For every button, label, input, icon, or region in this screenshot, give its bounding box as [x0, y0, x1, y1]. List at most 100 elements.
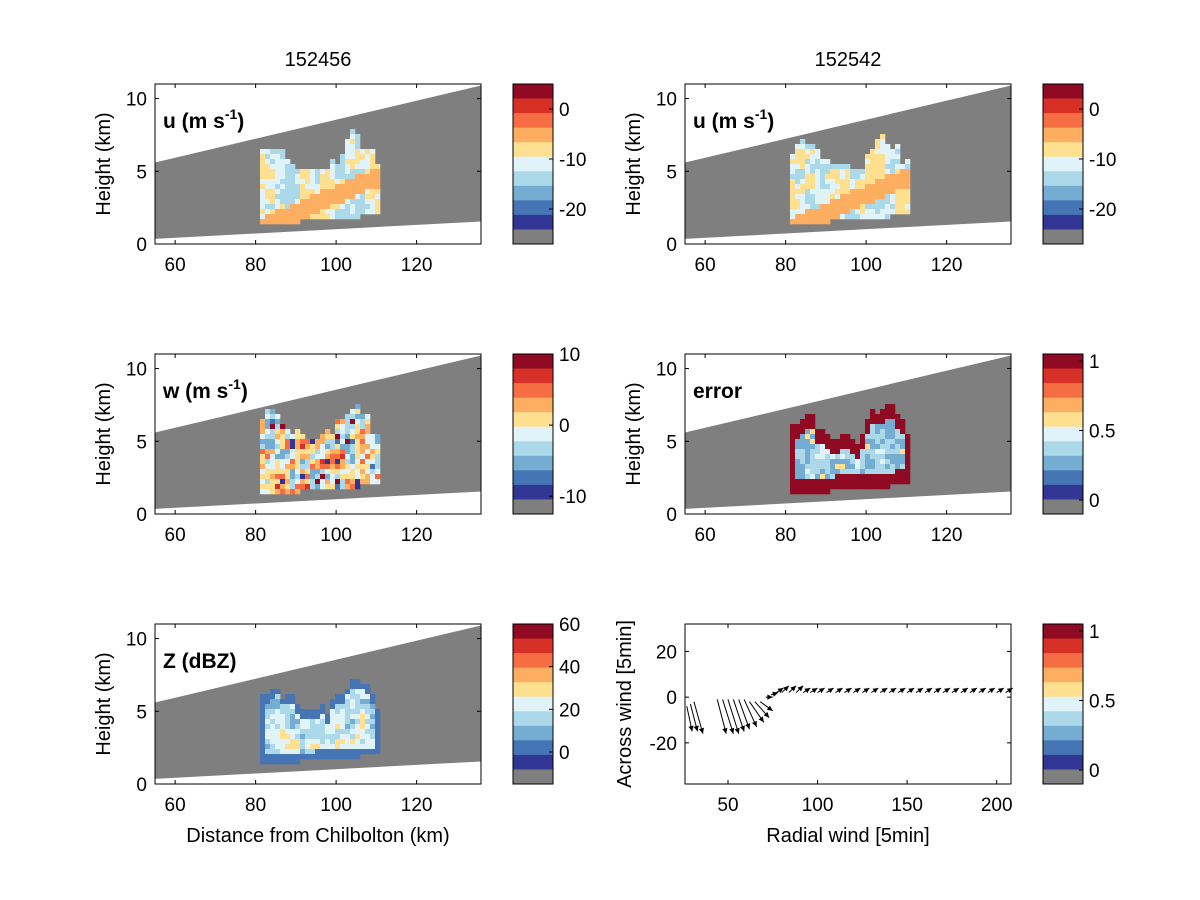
wind-vector-head — [845, 688, 852, 694]
y-tick-label: 0 — [136, 235, 147, 256]
x-tick-label: 100 — [850, 525, 882, 546]
colorbar-frame — [1042, 623, 1084, 785]
colorbar-frame — [512, 83, 554, 245]
y-tick-label: 0 — [136, 775, 147, 796]
y-tick-label: 5 — [136, 162, 147, 183]
colorbar-tick-label: -10 — [1089, 150, 1116, 171]
colorbar-swatch — [513, 412, 553, 428]
annotation-superscript: -1 — [228, 376, 241, 392]
annotation-superscript: -1 — [225, 106, 238, 122]
colorbar-swatch — [513, 638, 553, 654]
colorbar-swatch — [513, 426, 553, 442]
wind-vector-head — [745, 723, 751, 730]
wind-vector-head — [767, 694, 773, 700]
colorbar-swatch — [1043, 470, 1083, 486]
x-tick-label: 80 — [245, 795, 266, 816]
wind-vector-head — [971, 688, 977, 694]
colorbar-swatch — [1043, 682, 1083, 698]
colorbar: 60 40 20 0 — [512, 615, 580, 785]
wind-vector-head — [935, 688, 942, 694]
annotation-tail: ) — [237, 110, 244, 133]
x-tick-label: 60 — [695, 255, 716, 276]
colorbar-tick-label: 0 — [1089, 761, 1100, 782]
colorbar-tick-label: -20 — [1089, 200, 1116, 221]
colorbar-swatch — [1043, 441, 1083, 457]
colorbar-frame — [512, 353, 554, 515]
colorbar-tick-label: 0 — [559, 743, 570, 764]
wind-vectors — [686, 685, 1014, 734]
colorbar-swatch — [513, 214, 553, 230]
x-tick-label: 120 — [931, 525, 963, 546]
colorbar: 0 -10 -20 — [1042, 83, 1116, 245]
radar-scan-region — [155, 84, 481, 239]
wind-vector-head — [734, 727, 740, 734]
axes-frame — [684, 623, 1012, 785]
colorbar-tick-label: 60 — [559, 615, 580, 636]
wind-vector-head — [997, 688, 1004, 694]
column-title-left: 152456 — [285, 49, 352, 71]
wind-vector-head — [962, 688, 969, 694]
wind-vector — [716, 699, 727, 734]
colorbar-tick-label: 10 — [559, 345, 580, 366]
colorbar-swatch — [513, 368, 553, 384]
colorbar-swatch — [1043, 229, 1083, 245]
x-tick-label: 60 — [695, 525, 716, 546]
x-tick-label: 60 — [165, 795, 186, 816]
colorbar-tick-label: 0 — [1089, 491, 1100, 512]
colorbar-tick-label: 20 — [559, 700, 580, 721]
x-axis-label: Radial wind [5min] — [766, 825, 929, 847]
x-tick-label: 100 — [320, 525, 352, 546]
colorbar-swatch — [1043, 412, 1083, 428]
y-tick-label: 5 — [666, 162, 677, 183]
wind-vector — [722, 699, 734, 734]
colorbar-swatch — [513, 696, 553, 712]
colorbar-tick-label: 1 — [1089, 622, 1100, 643]
colorbar-swatch — [1043, 113, 1083, 129]
panel-Z-152456: 60 80 100 120 0 5 10 Z (dBZ) Height (km) Distance… — [93, 623, 482, 847]
colorbar-tick-label: 0.5 — [1089, 692, 1115, 713]
x-tick-label: 80 — [775, 525, 796, 546]
wind-vector-head — [944, 688, 951, 694]
y-tick-label: 10 — [656, 90, 677, 111]
wind-vector-head — [890, 688, 897, 694]
colorbar-swatch — [513, 229, 553, 245]
colorbar: 10.50 — [1042, 622, 1115, 785]
wind-vector-head — [763, 711, 770, 718]
colorbar-swatch — [1043, 725, 1083, 741]
colorbar-swatch — [513, 171, 553, 187]
colorbar-swatch — [513, 725, 553, 741]
wind-vector-head — [881, 688, 888, 694]
colorbar-swatch — [513, 624, 553, 640]
colorbar-swatch — [513, 200, 553, 216]
colorbar-swatch — [1043, 769, 1083, 785]
colorbar-frame — [1042, 353, 1084, 515]
colorbar-swatch — [1043, 368, 1083, 384]
colorbar-swatch — [1043, 624, 1083, 640]
colorbar-swatch — [1043, 171, 1083, 187]
wind-vector-head — [729, 727, 735, 734]
colorbar-tick-label: 1 — [1089, 352, 1100, 373]
y-tick-label: 5 — [666, 432, 677, 453]
radar-scan-region — [155, 624, 481, 779]
colorbar-swatch — [513, 499, 553, 515]
x-tick-label: 60 — [165, 255, 186, 276]
wind-vector-head — [777, 688, 784, 694]
field-cells — [790, 134, 911, 225]
annotation-tail: ) — [241, 380, 248, 403]
axes-frame — [684, 83, 1012, 245]
colorbar: 10 0 -10 — [512, 345, 586, 515]
colorbar-tick-label: -20 — [559, 200, 586, 221]
y-axis-label: Height (km) — [93, 652, 115, 755]
y-axis-label: Height (km) — [623, 382, 645, 485]
wind-vector — [727, 699, 740, 734]
x-tick-label: 120 — [931, 255, 963, 276]
colorbar-tick-label: 0 — [1089, 100, 1100, 121]
wind-vector — [693, 701, 704, 734]
colorbar-swatch — [513, 653, 553, 669]
colorbar-swatch — [1043, 653, 1083, 669]
colorbar-tick-label: 0.5 — [1089, 422, 1115, 443]
